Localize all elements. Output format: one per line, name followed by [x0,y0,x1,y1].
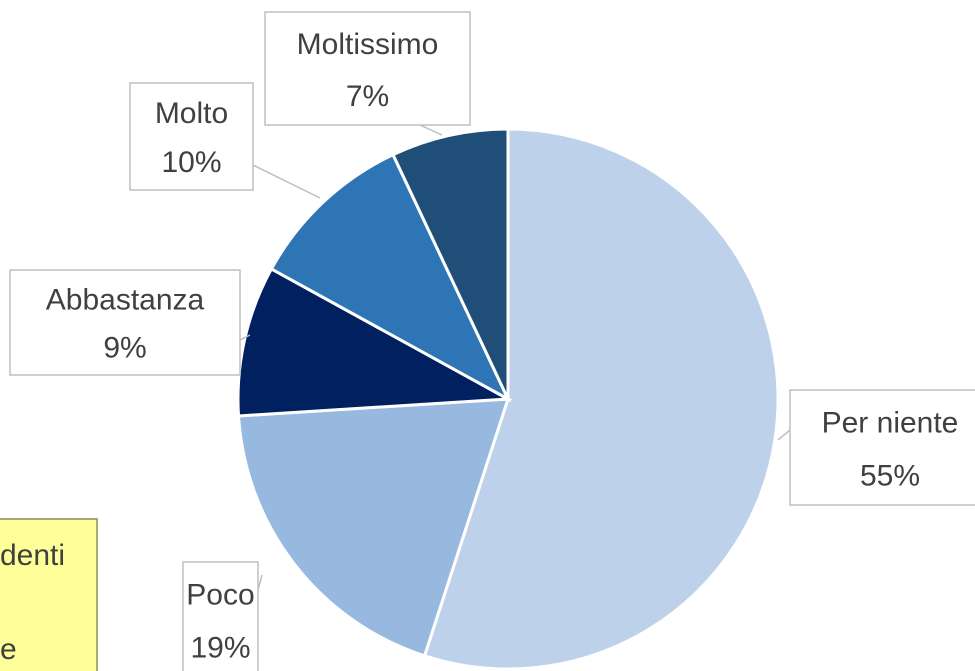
value-label: 10% [161,146,221,179]
value-label: 55% [860,459,920,492]
label-box [9,269,241,376]
value-label: 9% [103,332,146,365]
value-label: 19% [190,631,250,664]
leader-line [239,334,251,341]
category-label: Per niente [822,406,959,439]
category-label: Moltissimo [297,28,439,61]
leader-line [252,164,321,199]
note-box [0,518,98,671]
pie-slice [236,266,514,418]
note: denti e [0,518,98,671]
category-label: Poco [186,578,254,611]
leader-line [419,124,443,136]
category-label: Molto [155,97,228,130]
category-label: Abbastanza [46,283,205,316]
value-label: 7% [346,80,389,113]
label-box [129,82,254,191]
pie-slice [269,152,512,403]
pie-slice [236,397,511,658]
pie-slice [422,127,780,671]
label-box [182,561,259,671]
label-box [789,389,975,506]
pie-slice [391,127,510,400]
note-text: denti [0,539,65,572]
label-box [264,11,471,126]
leader-line [777,429,791,441]
note-text: e [0,633,17,666]
leader-line [257,574,263,591]
